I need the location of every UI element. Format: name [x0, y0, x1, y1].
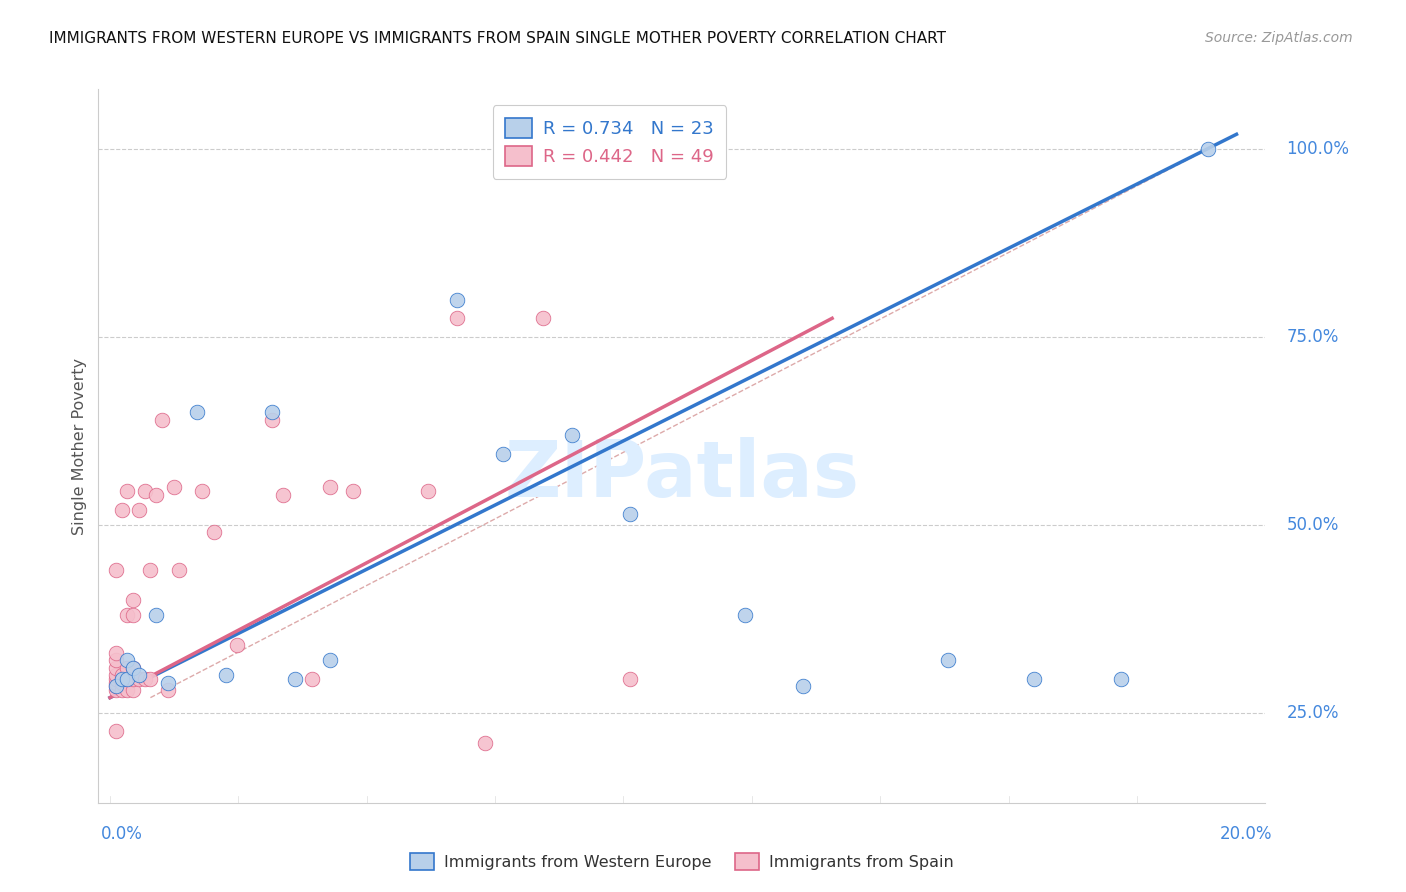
Legend: Immigrants from Western Europe, Immigrants from Spain: Immigrants from Western Europe, Immigran… [404, 847, 960, 877]
Point [936, 653, 959, 667]
Point [110, 672, 132, 686]
Point [117, 607, 139, 622]
Point [122, 660, 145, 674]
Point [104, 672, 127, 686]
Point [226, 638, 249, 652]
Point [134, 484, 156, 499]
Point [117, 660, 139, 674]
Point [145, 607, 167, 622]
Point [104, 724, 127, 739]
Point [128, 503, 150, 517]
Point [1024, 672, 1046, 686]
Point [104, 679, 127, 693]
Point [474, 736, 496, 750]
Point [139, 672, 162, 686]
Point [342, 484, 364, 499]
Point [446, 293, 468, 307]
Point [271, 488, 294, 502]
Point [260, 413, 283, 427]
Text: Source: ZipAtlas.com: Source: ZipAtlas.com [1205, 31, 1353, 45]
Point [104, 675, 127, 690]
Point [150, 413, 173, 427]
Text: 0.0%: 0.0% [101, 825, 143, 843]
Point [117, 672, 139, 686]
Point [1197, 142, 1219, 156]
Point [619, 672, 641, 686]
Point [191, 484, 214, 499]
Point [619, 507, 641, 521]
Point [117, 683, 139, 698]
Point [122, 672, 145, 686]
Point [104, 683, 127, 698]
Point [531, 311, 554, 326]
Point [214, 668, 236, 682]
Point [301, 672, 323, 686]
Point [134, 672, 156, 686]
Point [202, 525, 225, 540]
Point [117, 653, 139, 667]
Point [110, 675, 132, 690]
Point [446, 311, 468, 326]
Text: IMMIGRANTS FROM WESTERN EUROPE VS IMMIGRANTS FROM SPAIN SINGLE MOTHER POVERTY CO: IMMIGRANTS FROM WESTERN EUROPE VS IMMIGR… [49, 31, 946, 46]
Point [416, 484, 439, 499]
Text: 50.0%: 50.0% [1286, 516, 1339, 534]
Point [110, 668, 132, 682]
Point [162, 480, 184, 494]
Text: 100.0%: 100.0% [1286, 140, 1350, 158]
Point [104, 668, 127, 682]
Point [561, 427, 583, 442]
Point [792, 679, 814, 693]
Point [110, 672, 132, 686]
Point [156, 675, 179, 690]
Text: 20.0%: 20.0% [1220, 825, 1272, 843]
Point [117, 484, 139, 499]
Point [104, 646, 127, 660]
Point [145, 488, 167, 502]
Point [104, 563, 127, 577]
Point [139, 563, 162, 577]
Point [318, 480, 340, 494]
Point [734, 607, 756, 622]
Text: 75.0%: 75.0% [1286, 328, 1339, 346]
Point [156, 683, 179, 698]
Point [260, 405, 283, 419]
Point [104, 679, 127, 693]
Point [117, 672, 139, 686]
Point [122, 593, 145, 607]
Point [122, 607, 145, 622]
Point [110, 683, 132, 698]
Text: ZIPatlas: ZIPatlas [505, 436, 859, 513]
Point [492, 446, 515, 460]
Point [128, 672, 150, 686]
Point [284, 672, 307, 686]
Point [318, 653, 340, 667]
Y-axis label: Single Mother Poverty: Single Mother Poverty [72, 358, 87, 534]
Text: 25.0%: 25.0% [1286, 704, 1339, 722]
Point [110, 503, 132, 517]
Point [122, 683, 145, 698]
Point [104, 653, 127, 667]
Point [122, 660, 145, 674]
Point [169, 563, 191, 577]
Point [128, 668, 150, 682]
Point [104, 660, 127, 674]
Point [186, 405, 208, 419]
Point [1109, 672, 1132, 686]
